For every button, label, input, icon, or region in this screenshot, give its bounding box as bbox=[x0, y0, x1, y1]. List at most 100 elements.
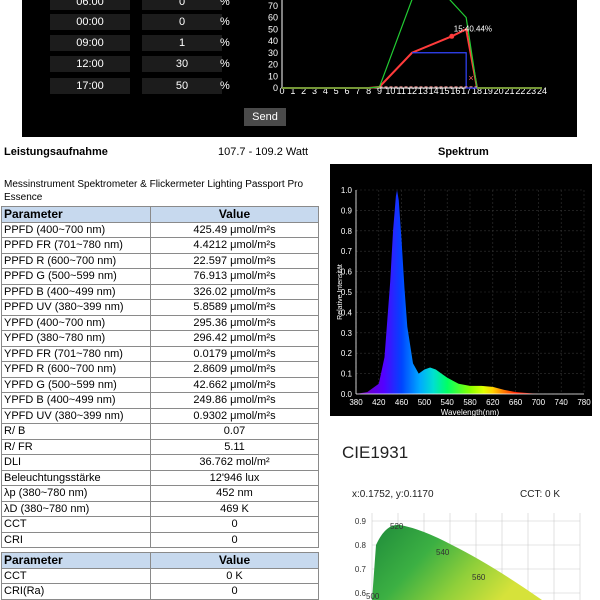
y-tick-label: 0.7 bbox=[355, 565, 367, 574]
y-tick-label: 0.4 bbox=[341, 308, 353, 317]
param-cell: YPFD FR (701~780 nm) bbox=[1, 345, 151, 362]
param-cell: Beleuchtungsstärke bbox=[1, 469, 151, 486]
param-cell: YPFD UV (380~399 nm) bbox=[1, 407, 151, 424]
percent-input[interactable]: 50 bbox=[142, 78, 222, 94]
table-row: R/ B 0.07 bbox=[1, 423, 319, 440]
table-row: CRI 0 bbox=[1, 531, 319, 548]
x-tick-label: 18 bbox=[472, 86, 482, 96]
x-tick-label: 12 bbox=[407, 86, 417, 96]
x-tick-label: 23 bbox=[526, 86, 536, 96]
table-row: YPFD (400~700 nm) 295.36 μmol/m²s bbox=[1, 314, 319, 331]
param-cell: R/ B bbox=[1, 423, 151, 440]
param-cell: YPFD R (600~700 nm) bbox=[1, 361, 151, 378]
x-tick-label: 1 bbox=[290, 86, 295, 96]
value-cell: 326.02 μmol/m²s bbox=[150, 283, 319, 300]
table-row: PPFD UV (380~399 nm) 5.8589 μmol/m²s bbox=[1, 299, 319, 316]
percent-unit: % bbox=[220, 16, 230, 28]
x-tick-label: 15 bbox=[439, 86, 449, 96]
x-tick-label: 380 bbox=[349, 398, 363, 407]
value-cell: 0 bbox=[150, 516, 319, 533]
x-axis-label: Wavelength(nm) bbox=[441, 408, 500, 416]
param-cell: R/ FR bbox=[1, 438, 151, 455]
param-cell: CRI(Ra) bbox=[1, 583, 151, 600]
table-row: PPFD R (600~700 nm) 22.597 μmol/m²s bbox=[1, 252, 319, 269]
x-tick-label: 6 bbox=[344, 86, 349, 96]
cie-point-label: x:0.1752, y:0.1170 bbox=[352, 489, 434, 500]
percent-input[interactable]: 0 bbox=[142, 14, 222, 30]
percent-input[interactable]: 0 bbox=[142, 0, 222, 10]
schedule-chart: 8070605040302010001234567891011121314151… bbox=[268, 0, 547, 96]
y-tick-label: 1.0 bbox=[341, 186, 353, 195]
x-tick-label: 740 bbox=[555, 398, 569, 407]
y-tick-label: 0.1 bbox=[341, 370, 353, 379]
value-cell: 36.762 mol/m² bbox=[150, 454, 319, 471]
x-tick-label: 620 bbox=[486, 398, 500, 407]
y-tick-label: 60 bbox=[268, 13, 278, 23]
percent-input[interactable]: 30 bbox=[142, 56, 222, 72]
y-tick-label: 0.3 bbox=[341, 329, 353, 338]
x-tick-label: 17 bbox=[461, 86, 471, 96]
value-cell: 295.36 μmol/m²s bbox=[150, 314, 319, 331]
y-tick-label: 10 bbox=[268, 71, 278, 81]
value-cell: 76.913 μmol/m²s bbox=[150, 268, 319, 285]
schedule-series-line bbox=[282, 0, 542, 89]
x-tick-label: 16 bbox=[450, 86, 460, 96]
x-tick-label: 8 bbox=[366, 86, 371, 96]
table-row: CCT 0 K bbox=[1, 567, 319, 584]
param-cell: CRI bbox=[1, 531, 151, 548]
x-tick-label: 5 bbox=[334, 86, 339, 96]
y-tick-label: 70 bbox=[268, 1, 278, 11]
value-cell: 2.8609 μmol/m²s bbox=[150, 361, 319, 378]
value-cell: 42.662 μmol/m²s bbox=[150, 376, 319, 393]
value-header: Value bbox=[150, 206, 319, 223]
x-tick-label: 24 bbox=[537, 86, 547, 96]
table-row: YPFD FR (701~780 nm) 0.0179 μmol/m²s bbox=[1, 345, 319, 362]
x-tick-label: 780 bbox=[577, 398, 591, 407]
x-tick-label: 420 bbox=[372, 398, 386, 407]
param-cell: CCT bbox=[1, 516, 151, 533]
y-tick-label: 0.8 bbox=[355, 541, 367, 550]
param-cell: PPFD B (400~499 nm) bbox=[1, 283, 151, 300]
time-input[interactable]: 00:00 bbox=[50, 14, 130, 30]
x-tick-label: 20 bbox=[494, 86, 504, 96]
y-tick-label: 0.2 bbox=[341, 349, 353, 358]
x-tick-label: 3 bbox=[312, 86, 317, 96]
schedule-row: 06:00 0% bbox=[22, 0, 262, 12]
schedule-row: 12:00 30% bbox=[22, 54, 262, 74]
table-row: YPFD (380~780 nm) 296.42 μmol/m²s bbox=[1, 330, 319, 347]
x-tick-label: 22 bbox=[515, 86, 525, 96]
parameter-table-2: Parameter Value CCT 0 K CRI(Ra) 0 bbox=[1, 552, 319, 600]
time-input[interactable]: 06:00 bbox=[50, 0, 130, 10]
param-header: Parameter bbox=[1, 206, 151, 223]
value-cell: 5.8589 μmol/m²s bbox=[150, 299, 319, 316]
table-row: PPFD (400~700 nm) 425.49 μmol/m²s bbox=[1, 221, 319, 238]
time-input[interactable]: 12:00 bbox=[50, 56, 130, 72]
send-button[interactable]: Send bbox=[244, 108, 286, 126]
power-label: Leistungsaufnahme bbox=[4, 146, 108, 158]
schedule-row: 00:00 0% bbox=[22, 12, 262, 32]
param-cell: PPFD R (600~700 nm) bbox=[1, 252, 151, 269]
param-cell: PPFD UV (380~399 nm) bbox=[1, 299, 151, 316]
table-row: YPFD UV (380~399 nm) 0.9302 μmol/m²s bbox=[1, 407, 319, 424]
value-cell: 0.9302 μmol/m²s bbox=[150, 407, 319, 424]
time-input[interactable]: 09:00 bbox=[50, 35, 130, 51]
y-axis-label: Relative Intensität bbox=[337, 264, 344, 320]
x-tick-label: 21 bbox=[504, 86, 514, 96]
param-cell: DLI bbox=[1, 454, 151, 471]
spectrum-area bbox=[356, 190, 584, 394]
param-cell: YPFD B (400~499 nm) bbox=[1, 392, 151, 409]
percent-input[interactable]: 1 bbox=[142, 35, 222, 51]
time-input[interactable]: 17:00 bbox=[50, 78, 130, 94]
value-cell: 469 K bbox=[150, 500, 319, 517]
table-row: PPFD FR (701~780 nm) 4.4212 μmol/m²s bbox=[1, 237, 319, 254]
table-row: CRI(Ra) 0 bbox=[1, 583, 319, 600]
x-tick-label: 460 bbox=[395, 398, 409, 407]
param-cell: PPFD G (500~599 nm) bbox=[1, 268, 151, 285]
table-row: YPFD R (600~700 nm) 2.8609 μmol/m²s bbox=[1, 361, 319, 378]
power-value: 107.7 - 109.2 Watt bbox=[218, 146, 309, 158]
param-cell: YPFD (380~780 nm) bbox=[1, 330, 151, 347]
value-cell: 452 nm bbox=[150, 485, 319, 502]
annotation-label: 15:40.44% bbox=[454, 24, 492, 33]
percent-unit: % bbox=[220, 58, 230, 70]
